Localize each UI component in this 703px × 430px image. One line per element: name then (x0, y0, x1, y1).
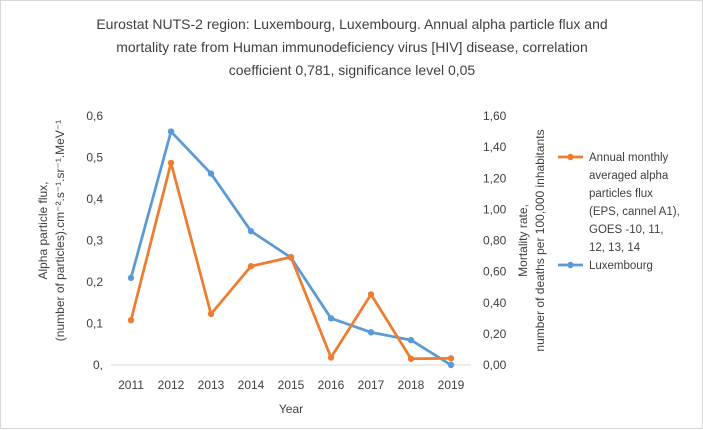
right-tick-label: 1,60 (483, 109, 507, 123)
legend-label-line: averaged alpha (589, 170, 669, 182)
x-tick-label: 2016 (318, 378, 345, 392)
luxembourg-point (247, 227, 255, 235)
left-tick-label: 0,6 (86, 109, 103, 123)
x-tick-label: 2013 (198, 378, 225, 392)
luxembourg-series (127, 128, 455, 369)
legend-label-line: GOES -10, 11, (589, 224, 664, 236)
alpha-flux-line (129, 161, 452, 361)
x-tick-label: 2011 (118, 378, 144, 392)
alpha-flux-point (447, 355, 455, 362)
luxembourg-point (167, 128, 175, 135)
x-tick-label: 2015 (278, 378, 305, 392)
right-axis-title-line: Mortality rate, (516, 204, 530, 277)
luxembourg-point (447, 361, 455, 369)
chart-title: Eurostat NUTS-2 region: Luxembourg, Luxe… (96, 16, 607, 78)
left-tick-label: 0, (93, 358, 103, 372)
alpha-flux-point (327, 354, 335, 361)
legend-item: Annual monthly averaged alpha particles fl… (558, 152, 680, 254)
right-tick-label: 1,40 (483, 140, 507, 154)
alpha-flux-point (247, 263, 255, 270)
luxembourg-point (127, 274, 135, 282)
x-tick-label: 2017 (358, 378, 385, 392)
right-tick-label: 0,80 (483, 234, 507, 248)
legend-item: Luxembourg (558, 260, 653, 272)
luxembourg-line (129, 130, 452, 367)
legend-label-line: particles flux (589, 188, 653, 200)
right-tick-label: 0,60 (483, 265, 507, 279)
alpha-flux-point (207, 310, 215, 318)
left-tick-label: 0,3 (86, 234, 103, 248)
alpha-flux-point (167, 159, 175, 167)
legend-swatch-marker (567, 153, 574, 161)
left-axis-title: Alpha particle flux, (number of particles… (36, 120, 67, 341)
luxembourg-point (407, 336, 415, 344)
x-tick-label: 2014 (238, 378, 265, 392)
luxembourg-point (367, 329, 375, 336)
right-axis-title: Mortality rate, number of deaths per 100,… (516, 129, 547, 351)
plot-area (127, 128, 455, 369)
legend-label-line: (EPS, cannel A1), (589, 206, 680, 218)
left-tick-label: 0,5 (86, 151, 103, 165)
luxembourg-point (207, 170, 215, 177)
x-axis-ticks: 2011 2012 2013 2014 2015 2016 2017 2018 2019 (118, 378, 465, 392)
alpha-flux-point (367, 291, 375, 298)
left-tick-label: 0,1 (86, 317, 103, 331)
right-tick-label: 0,00 (483, 358, 507, 372)
legend-label-line: 12, 13, 14 (589, 242, 641, 254)
alpha-flux-point (407, 355, 415, 362)
left-axis-title-line: Alpha particle flux, (36, 181, 50, 279)
alpha-flux-series (127, 159, 455, 362)
legend-label-line: Annual monthly (589, 152, 669, 164)
x-tick-label: 2019 (438, 378, 465, 392)
right-tick-label: 1,20 (483, 171, 507, 185)
right-tick-label: 0,40 (483, 296, 507, 310)
alpha-flux-point (287, 253, 295, 261)
legend-swatch-marker (567, 261, 574, 269)
x-axis-title: Year (279, 402, 303, 416)
chart-title-line: coefficient 0,781, significance level 0,… (229, 62, 476, 78)
x-tick-label: 2018 (398, 378, 425, 392)
chart-title-line: Eurostat NUTS-2 region: Luxembourg, Luxe… (96, 16, 607, 32)
alpha-flux-point (127, 316, 135, 324)
legend-label-line: Luxembourg (589, 260, 653, 272)
legend: Annual monthly averaged alpha particles fl… (558, 152, 680, 272)
right-tick-label: 0,20 (483, 327, 507, 341)
left-axis-title-line: (number of particles).cm⁻².s⁻¹.sr⁻¹.MeV⁻… (53, 120, 67, 341)
chart-title-line: mortality rate from Human immunodeficien… (116, 39, 588, 55)
right-axis-title-line: number of deaths per 100,000 inhabitants (533, 129, 547, 351)
x-tick-label: 2012 (158, 378, 185, 392)
left-tick-label: 0,2 (86, 275, 103, 289)
left-tick-label: 0,4 (86, 192, 103, 206)
luxembourg-point (327, 315, 335, 322)
left-axis-ticks: 0, 0,1 0,2 0,3 0,4 0,5 0,6 (86, 109, 103, 372)
right-axis-ticks: 0,00 0,20 0,40 0,60 0,80 1,00 1,20 1,40 1,60 (483, 109, 507, 372)
right-tick-label: 1,00 (483, 202, 507, 216)
